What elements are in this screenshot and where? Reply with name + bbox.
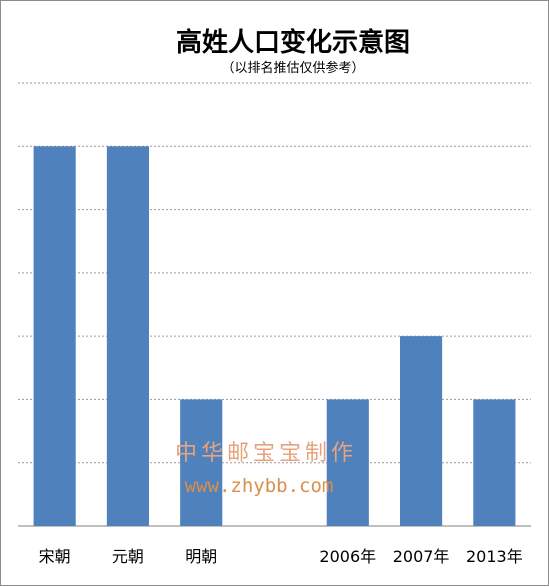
bar — [180, 399, 223, 526]
watermark-text: 中华邮宝宝制作 — [175, 441, 357, 466]
x-tick-label: 2013年 — [466, 547, 523, 566]
bar — [400, 336, 443, 526]
bar — [106, 146, 149, 527]
gridlines — [18, 82, 531, 527]
watermark-url: www.zhybb.com — [185, 475, 334, 497]
bar — [326, 399, 369, 526]
chart-subtitle: （以排名推估仅供参考） — [221, 60, 364, 76]
x-tick-labels: 宋朝 元朝 明朝 2006年 2007年 2013年 — [39, 547, 523, 566]
bars — [33, 146, 516, 527]
x-tick-label: 明朝 — [185, 547, 217, 566]
x-tick-label: 2006年 — [319, 547, 376, 566]
bar — [33, 146, 76, 527]
bar — [473, 399, 516, 526]
x-tick-label: 元朝 — [112, 547, 144, 566]
x-tick-label: 2007年 — [393, 547, 450, 566]
chart-title: 高姓人口变化示意图 — [176, 27, 410, 58]
x-tick-label: 宋朝 — [39, 547, 71, 566]
